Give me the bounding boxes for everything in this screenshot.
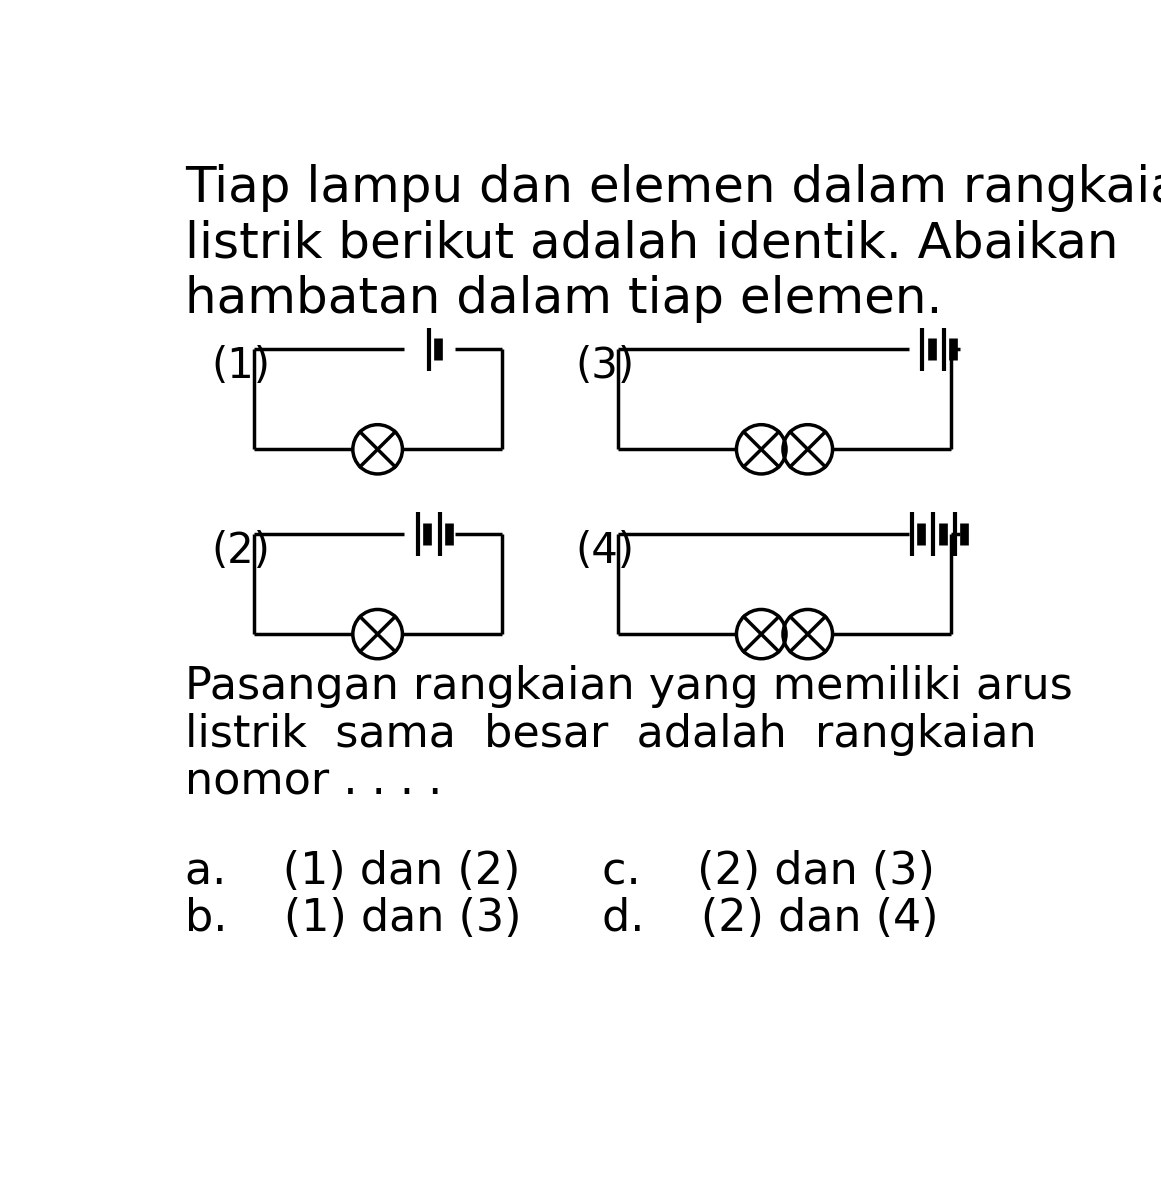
Text: (1): (1)	[211, 346, 271, 387]
Text: Tiap lampu dan elemen dalam rangkaian: Tiap lampu dan elemen dalam rangkaian	[186, 165, 1161, 212]
Text: d.    (2) dan (4): d. (2) dan (4)	[603, 897, 939, 940]
Text: (4): (4)	[575, 530, 634, 572]
Text: Pasangan rangkaian yang memiliki arus: Pasangan rangkaian yang memiliki arus	[186, 665, 1073, 708]
Text: (2): (2)	[211, 530, 269, 572]
Text: listrik berikut adalah identik. Abaikan: listrik berikut adalah identik. Abaikan	[186, 220, 1119, 268]
Text: a.    (1) dan (2): a. (1) dan (2)	[186, 850, 521, 893]
Text: hambatan dalam tiap elemen.: hambatan dalam tiap elemen.	[186, 276, 943, 323]
Text: b.    (1) dan (3): b. (1) dan (3)	[186, 897, 522, 940]
Text: listrik  sama  besar  adalah  rangkaian: listrik sama besar adalah rangkaian	[186, 713, 1037, 755]
Text: (3): (3)	[575, 346, 634, 387]
Text: nomor . . . .: nomor . . . .	[186, 760, 442, 804]
Text: c.    (2) dan (3): c. (2) dan (3)	[603, 850, 936, 893]
